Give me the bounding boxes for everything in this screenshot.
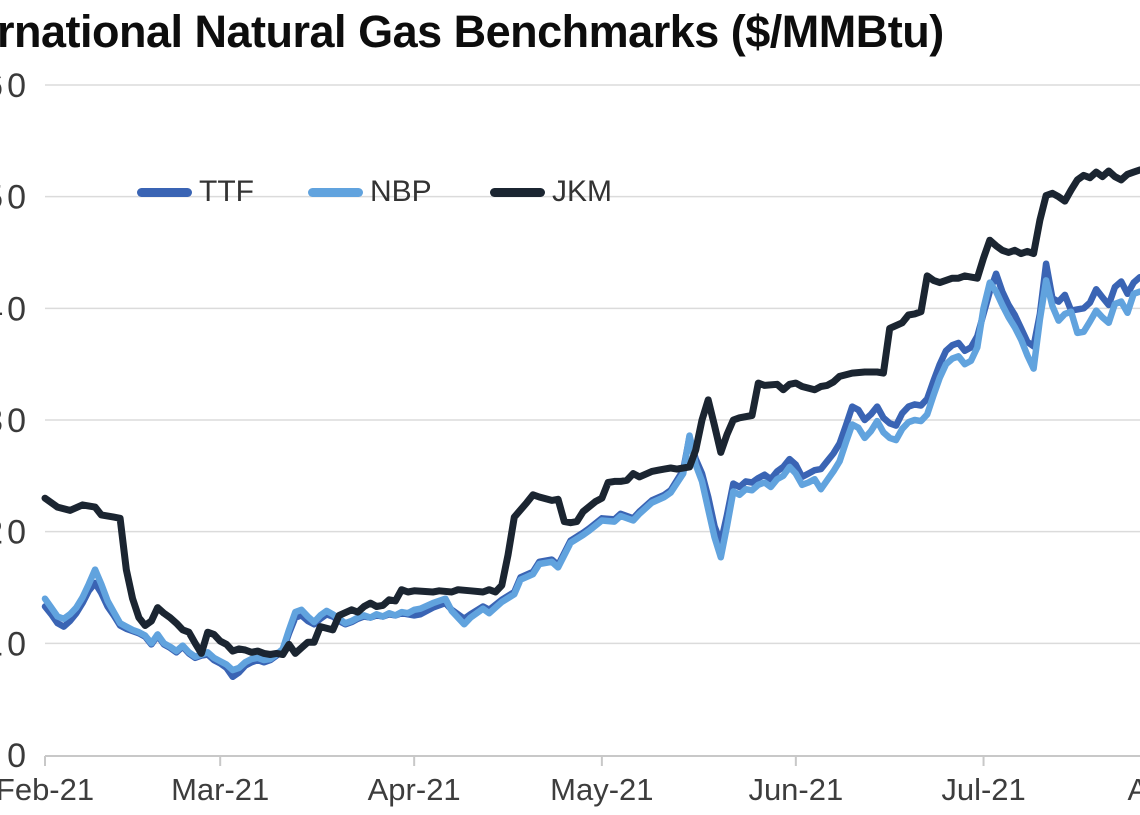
y-tick-label: 60 (0, 67, 30, 105)
legend-label-nbp: NBP (370, 175, 432, 208)
x-tick-label: Mar-21 (171, 772, 269, 807)
y-tick-label: 10 (0, 625, 30, 663)
legend-label-jkm: JKM (552, 175, 612, 208)
y-tick-label: 30 (0, 402, 30, 440)
legend-item-jkm: JKM (490, 177, 612, 207)
chart-title: rnational Natural Gas Benchmarks ($/MMBt… (0, 6, 944, 57)
y-tick-label: 0 (7, 737, 30, 775)
x-tick-label: Jul-21 (941, 772, 1025, 807)
series-line-ttf (41, 260, 1140, 681)
x-tick-label: Apr-21 (368, 772, 461, 807)
series-line-nbp (41, 277, 1140, 674)
y-tick-label: 40 (0, 290, 30, 328)
legend-swatch-ttf (137, 187, 192, 197)
series-line-jkm (41, 166, 1140, 658)
legend-item-ttf: TTF (137, 177, 254, 207)
legend-swatch-jkm (490, 187, 545, 197)
x-tick-label: Feb-21 (0, 772, 94, 807)
x-tick-label: Jun-21 (748, 772, 843, 807)
legend-item-nbp: NBP (308, 177, 432, 207)
x-tick-label: Aug-21 (1128, 772, 1140, 807)
y-tick-label: 50 (0, 179, 30, 217)
y-tick-label: 20 (0, 514, 30, 552)
x-tick-label: May-21 (550, 772, 653, 807)
legend-label-ttf: TTF (199, 175, 254, 208)
legend-swatch-nbp (308, 187, 363, 197)
